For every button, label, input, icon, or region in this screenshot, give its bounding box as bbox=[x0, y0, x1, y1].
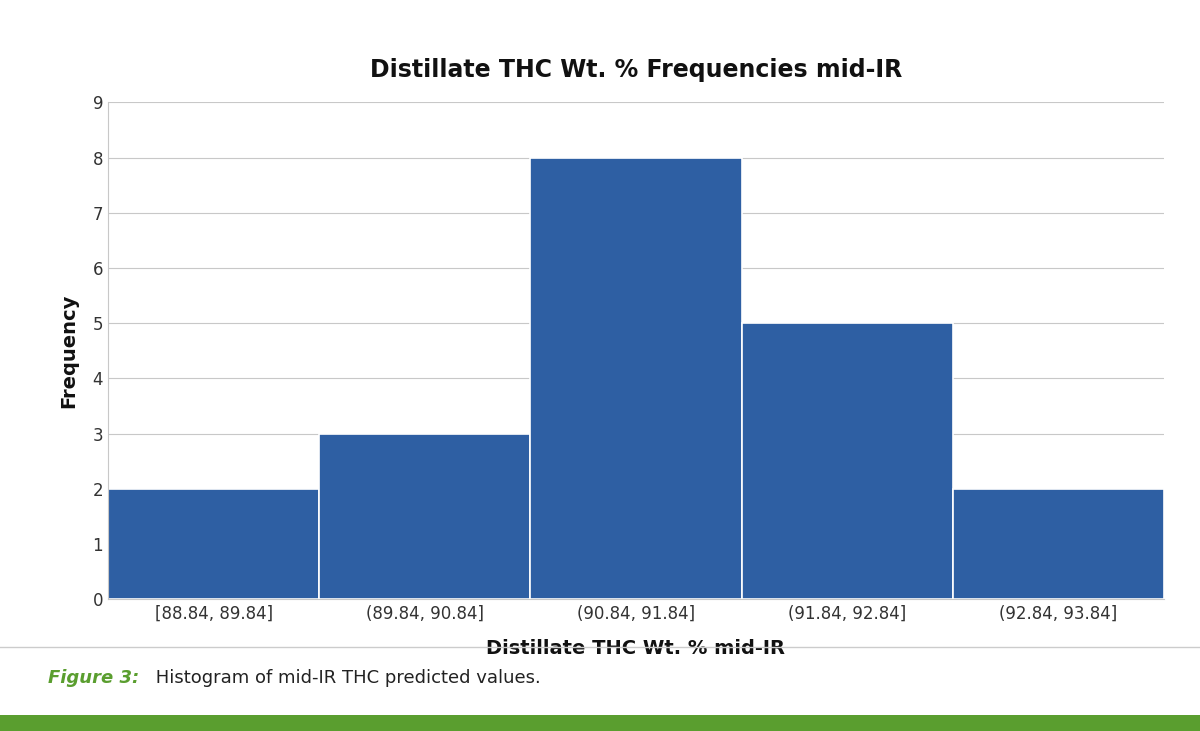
Y-axis label: Frequency: Frequency bbox=[60, 294, 79, 408]
Bar bbox=[953, 489, 1164, 599]
Bar bbox=[530, 158, 742, 599]
Text: Figure 3:: Figure 3: bbox=[48, 670, 139, 687]
X-axis label: Distillate THC Wt. % mid-IR: Distillate THC Wt. % mid-IR bbox=[486, 639, 786, 658]
Bar bbox=[108, 489, 319, 599]
Bar bbox=[742, 323, 953, 599]
Bar bbox=[319, 433, 530, 599]
Text: Histogram of mid-IR THC predicted values.: Histogram of mid-IR THC predicted values… bbox=[150, 670, 541, 687]
Title: Distillate THC Wt. % Frequencies mid-IR: Distillate THC Wt. % Frequencies mid-IR bbox=[370, 58, 902, 83]
